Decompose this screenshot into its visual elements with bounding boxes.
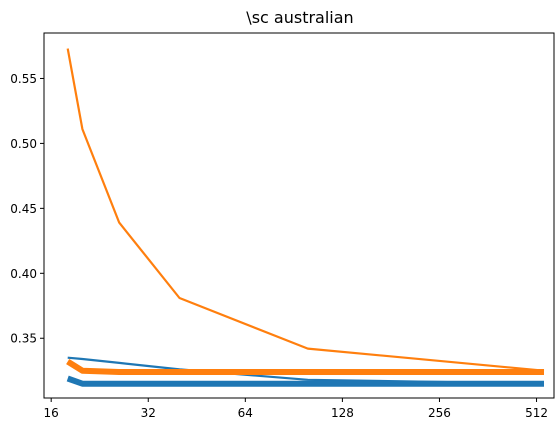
- x-tick-label: 256: [428, 406, 451, 420]
- y-tick-label: 0.50: [10, 137, 37, 151]
- series-line-4: [66, 359, 544, 375]
- y-tick-label: 0.35: [10, 332, 37, 346]
- y-tick-label: 0.40: [10, 267, 37, 281]
- x-tick-label: 32: [141, 406, 156, 420]
- series-line-1: [67, 356, 545, 385]
- y-tick-label: 0.45: [10, 202, 37, 216]
- x-axis: 16 32 64 128 256 512: [44, 398, 548, 420]
- x-tick-label: 512: [525, 406, 548, 420]
- series-line-2: [66, 375, 544, 387]
- series-line-3: [66, 48, 545, 372]
- x-tick-label: 128: [331, 406, 354, 420]
- series-layer: [66, 48, 545, 387]
- x-tick-label: 16: [44, 406, 59, 420]
- plot-frame: [43, 32, 555, 399]
- x-tick-label: 64: [238, 406, 253, 420]
- y-tick-label: 0.55: [10, 72, 37, 86]
- y-axis: 0.35 0.40 0.45 0.50 0.55: [10, 72, 44, 346]
- chart-title: \sc australian: [246, 8, 353, 27]
